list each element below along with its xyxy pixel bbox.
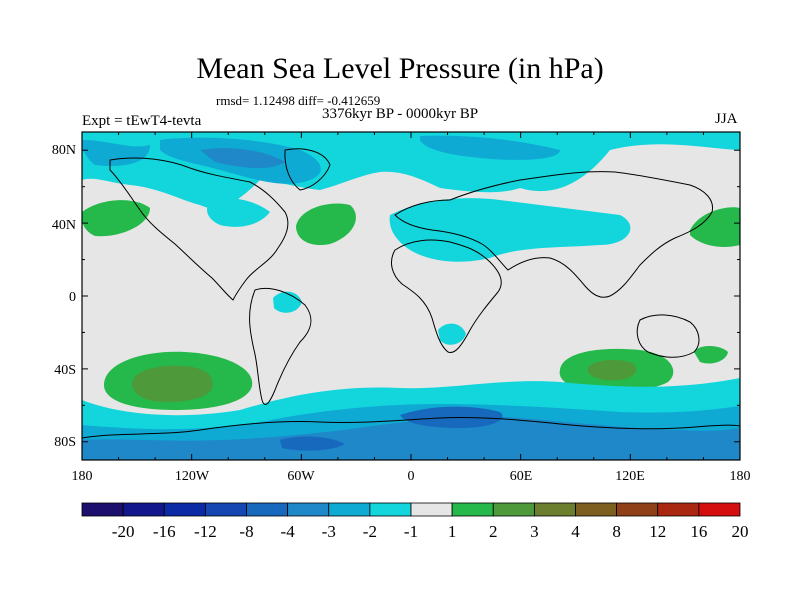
antarctic-anomaly	[82, 416, 740, 460]
greenland-core	[200, 148, 285, 169]
colorbar-swatch	[369, 502, 412, 517]
lat-label-80s: 80S	[54, 435, 76, 450]
colorbar-swatch	[122, 502, 165, 517]
colorbar-label: 4	[571, 522, 580, 541]
colorbar: -20 -16 -12 -8 -4 -3 -2 -1 1 2 3 4 8 12 16 20	[81, 502, 749, 541]
africa-south-anomaly	[438, 323, 466, 345]
australia-coast	[636, 314, 700, 358]
lon-label-0: 0	[408, 469, 415, 484]
colorbar-label: -3	[322, 522, 336, 541]
colorbar-swatch	[328, 502, 371, 517]
colorbar-swatch	[657, 502, 700, 517]
colorbar-swatch	[492, 502, 535, 517]
colorbar-swatch	[451, 502, 494, 517]
colorbar-label: -8	[239, 522, 253, 541]
north-atlantic-high	[296, 203, 356, 246]
colorbar-label: -12	[194, 522, 217, 541]
north-america-coast	[109, 157, 289, 301]
colorbar-swatch	[287, 502, 330, 517]
colorbar-swatch	[616, 502, 659, 517]
indian-ocean-high-core	[587, 360, 637, 381]
north-atlantic-anomaly	[207, 198, 270, 227]
north-pacific-east-high	[690, 207, 740, 247]
greenland-coast	[284, 148, 331, 191]
colorbar-label: 2	[489, 522, 498, 541]
experiment-label: Expt = tEwT4-tevta	[82, 113, 202, 129]
south-america-coast	[249, 287, 312, 405]
arctic-anomaly-3	[420, 135, 560, 160]
colorbar-label: -2	[363, 522, 377, 541]
eurasia-coast	[394, 171, 714, 298]
colorbar-label: 3	[530, 522, 539, 541]
arctic-anomaly-2	[82, 140, 150, 166]
longitude-labels: 180 120W 60W 0 60E 120E 180	[72, 469, 751, 484]
axis-ticks	[81, 132, 741, 460]
map-field	[82, 132, 740, 460]
colorbar-swatch	[575, 502, 618, 517]
period-text: 3376kyr BP - 0000kyr BP	[322, 106, 479, 122]
colorbar-label: -1	[404, 522, 418, 541]
colorbar-label: 12	[649, 522, 666, 541]
lat-label-40n: 40N	[52, 218, 76, 233]
africa-coast	[391, 239, 502, 354]
colorbar-swatch	[246, 502, 289, 517]
colorbar-swatch	[698, 502, 741, 517]
plot-title: Mean Sea Level Pressure (in hPa)	[196, 52, 604, 85]
lon-label-60w: 60W	[287, 469, 315, 484]
colorbar-swatch	[204, 502, 247, 517]
latitude-labels: 80N 40N 0 40S 80S	[52, 143, 76, 450]
colorbar-label: -16	[153, 522, 176, 541]
coastlines	[82, 148, 740, 439]
colorbar-label: 20	[732, 522, 749, 541]
lat-label-eq: 0	[69, 290, 76, 305]
colorbar-label: 1	[448, 522, 457, 541]
antarctica-coast	[82, 416, 740, 439]
colorbar-label: -4	[281, 522, 296, 541]
south-pacific-high-core	[132, 365, 213, 402]
tasman-high	[694, 346, 728, 364]
colorbar-label: 8	[612, 522, 621, 541]
lat-label-40s: 40S	[54, 363, 76, 378]
lon-label-180e: 180	[730, 469, 751, 484]
lon-label-120e: 120E	[615, 469, 645, 484]
eurasia-anomaly	[389, 198, 631, 262]
lon-label-180w: 180	[72, 469, 93, 484]
lat-label-80n: 80N	[52, 143, 76, 158]
colorbar-swatch	[533, 502, 576, 517]
north-pacific-west-high	[82, 200, 150, 237]
stats-text: rmsd= 1.12498 diff= -0.412659	[216, 93, 381, 108]
colorbar-swatch	[163, 502, 206, 517]
colorbar-swatch	[81, 502, 124, 517]
season-label: JJA	[715, 111, 738, 127]
colorbar-label: -20	[112, 522, 135, 541]
colorbar-swatch	[410, 502, 453, 517]
lon-label-120w: 120W	[175, 469, 210, 484]
antarctic-core-anomaly-2	[280, 436, 345, 451]
lon-label-60e: 60E	[510, 469, 533, 484]
colorbar-label: 16	[690, 522, 707, 541]
